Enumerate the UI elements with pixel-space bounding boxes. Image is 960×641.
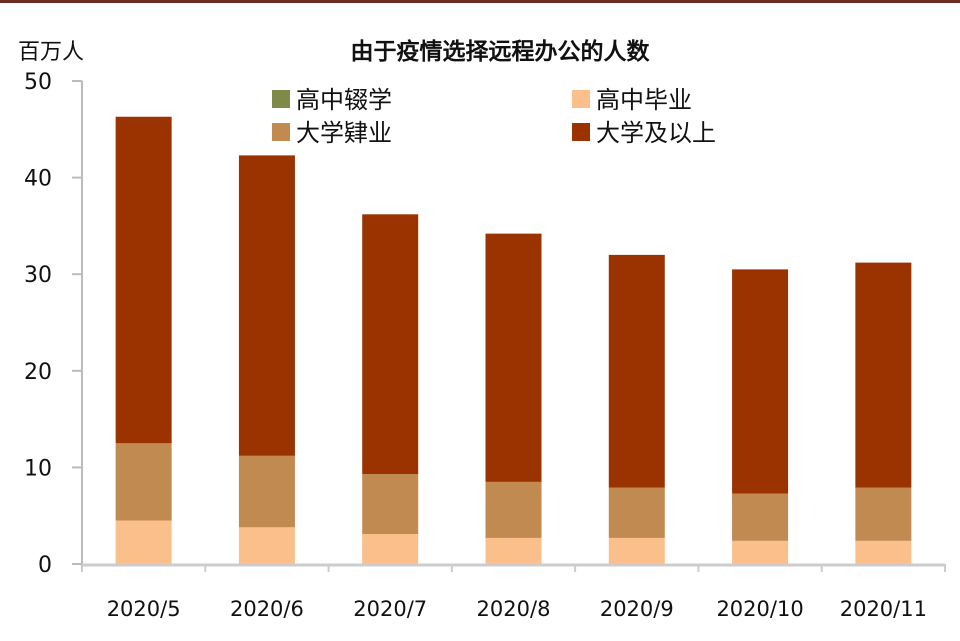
bar-segment <box>362 474 419 535</box>
bar-segment <box>362 214 419 475</box>
bar-segment <box>608 254 665 488</box>
bar-segment <box>855 262 912 488</box>
legend-swatch <box>572 90 590 108</box>
y-axis-label: 百万人 <box>18 40 84 65</box>
y-tick-label: 50 <box>24 70 52 95</box>
bar-segment <box>115 443 172 521</box>
y-tick-label: 20 <box>24 360 52 385</box>
bar-segment <box>732 493 789 541</box>
bar-segment <box>238 455 295 528</box>
x-tick-label: 2020/7 <box>353 597 427 621</box>
bar-segment <box>238 155 295 456</box>
axes: 2020/5 2020/6 2020/7 2020/8 2020/9 2020/10 202… <box>24 70 946 621</box>
legend-label: 大学及以上 <box>596 119 716 147</box>
x-tick-label: 2020/9 <box>600 597 674 621</box>
legend-label: 高中毕业 <box>596 86 692 114</box>
bars <box>115 116 912 564</box>
bar-segment <box>608 487 665 538</box>
bar-segment <box>115 116 172 444</box>
x-tick-label: 2020/10 <box>716 597 803 621</box>
bar-segment <box>238 527 295 564</box>
bar-segment <box>485 233 542 482</box>
legend-swatch <box>272 90 290 108</box>
bar-segment <box>732 269 789 494</box>
chart-title: 由于疫情选择远程办公的人数 <box>351 38 651 65</box>
bar-segment <box>855 487 912 541</box>
bar-segment <box>732 540 789 564</box>
x-tick-label: 2020/6 <box>230 597 304 621</box>
legend-label: 大学肄业 <box>296 119 392 147</box>
x-tick-label: 2020/8 <box>477 597 551 621</box>
bar-segment <box>362 534 419 564</box>
bar-segment <box>855 540 912 564</box>
legend-swatch <box>272 123 290 141</box>
x-tick-label: 2020/11 <box>840 597 927 621</box>
y-tick-label: 40 <box>24 167 52 192</box>
y-tick-label: 30 <box>24 263 52 288</box>
bar-segment <box>485 537 542 564</box>
bar-segment <box>608 537 665 564</box>
bar-segment <box>485 481 542 538</box>
x-tick-label: 2020/5 <box>107 597 181 621</box>
bar-segment <box>115 520 172 564</box>
y-tick-label: 0 <box>38 553 52 578</box>
y-tick-label: 10 <box>24 456 52 481</box>
legend-swatch <box>572 123 590 141</box>
legend-label: 高中辍学 <box>296 86 392 114</box>
